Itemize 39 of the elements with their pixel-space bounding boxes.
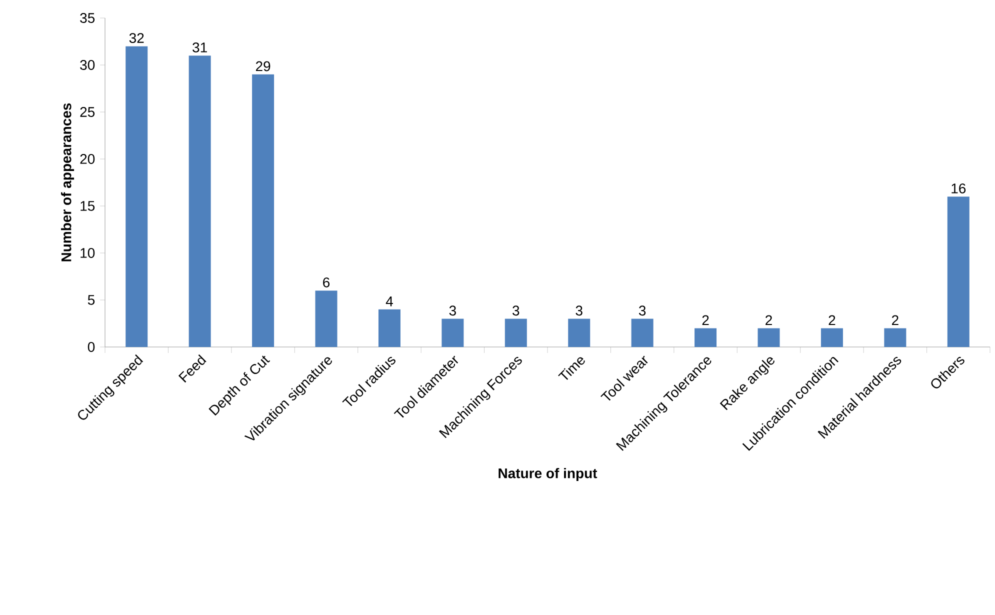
y-tick-label: 5	[88, 295, 95, 305]
y-axis-title: Number of appearances	[60, 103, 74, 262]
bar	[568, 318, 590, 347]
y-tick-label: 20	[80, 154, 95, 164]
data-label: 32	[129, 33, 144, 43]
y-tick-label: 25	[80, 107, 95, 117]
data-label: 2	[892, 315, 898, 325]
data-label: 6	[323, 277, 330, 288]
bar	[758, 328, 780, 347]
x-tick-label: Time	[558, 357, 585, 380]
bar	[504, 318, 527, 347]
bar	[694, 328, 717, 347]
y-tick-label: 0	[88, 342, 95, 352]
y-tick-label: 15	[80, 201, 95, 211]
data-label: 2	[766, 315, 772, 325]
data-label: 29	[256, 61, 270, 72]
y-tick-label: 10	[80, 248, 95, 258]
data-label: 2	[828, 315, 836, 325]
data-label: 2	[702, 315, 709, 325]
bar	[188, 56, 211, 347]
data-label: 16	[952, 183, 966, 194]
data-label: 3	[449, 306, 456, 316]
data-label: 31	[192, 42, 207, 52]
bar	[252, 74, 274, 347]
bar	[126, 46, 148, 347]
bar	[315, 290, 338, 347]
bar	[442, 318, 464, 347]
bar	[820, 328, 843, 347]
data-label: 3	[512, 306, 520, 316]
y-tick-label: 30	[80, 60, 95, 70]
bar	[378, 309, 400, 347]
bar	[884, 328, 906, 347]
data-label: 3	[638, 306, 646, 316]
bar	[947, 196, 970, 347]
bar	[631, 318, 654, 347]
data-label: 3	[576, 306, 582, 316]
y-tick-label: 35	[80, 13, 95, 23]
x-axis-title: Nature of input	[498, 468, 598, 482]
data-label: 4	[386, 296, 393, 306]
